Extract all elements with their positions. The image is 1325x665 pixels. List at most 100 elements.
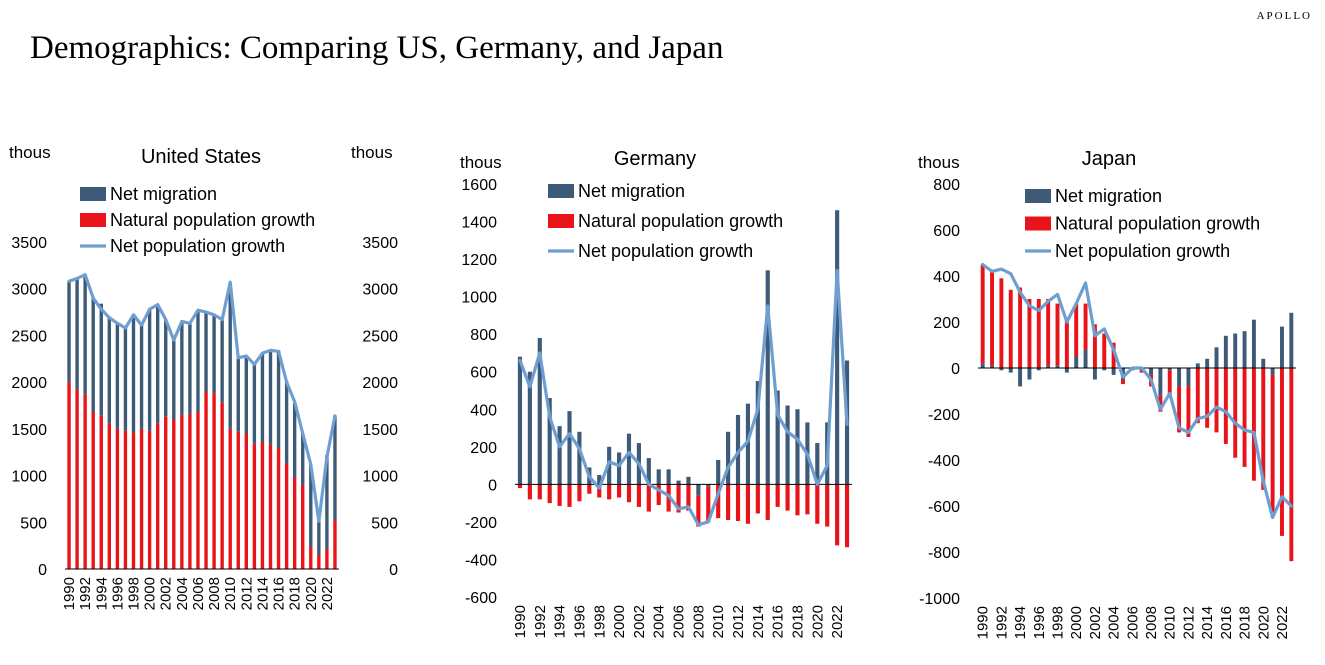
bar [1064, 317, 1069, 368]
y-tick-label: -200 [465, 515, 497, 532]
bar [333, 415, 337, 521]
bar [547, 398, 552, 485]
bar [686, 484, 691, 511]
bar [815, 484, 820, 524]
x-tick-label: 2006 [671, 605, 688, 638]
bar [1027, 299, 1032, 368]
bar [716, 484, 721, 519]
bar [1270, 374, 1275, 518]
x-tick-label: 1992 [532, 605, 549, 638]
bar [164, 319, 168, 417]
bar [212, 314, 216, 394]
bar [147, 309, 152, 431]
bar [696, 495, 701, 527]
bar [745, 484, 751, 524]
bar [1205, 368, 1210, 428]
bar [268, 350, 273, 445]
bar [517, 484, 523, 489]
y-tick-label-right: 1000 [362, 469, 398, 486]
bar [999, 278, 1004, 368]
bar [1111, 368, 1116, 375]
chart-title: Japan [1082, 148, 1137, 170]
bar [188, 413, 192, 569]
bar [735, 414, 741, 485]
bar [276, 448, 281, 569]
x-tick-label: 2002 [1087, 606, 1104, 639]
y-tick-label-right: 3500 [362, 235, 398, 252]
bar [309, 464, 313, 547]
unit-label-left: thous [9, 143, 51, 162]
bar [1027, 368, 1032, 380]
bar [755, 484, 760, 514]
y-tick-label: 2000 [11, 375, 47, 392]
bar [835, 484, 840, 546]
bar [1242, 368, 1247, 467]
bar [317, 521, 321, 555]
bar [825, 484, 830, 527]
x-tick-label: 2000 [611, 605, 628, 638]
bar [1092, 368, 1097, 380]
bar [99, 415, 103, 569]
bar [616, 484, 622, 498]
y-tick-label: 800 [933, 177, 960, 194]
y-tick-label: -400 [928, 453, 960, 470]
bar [131, 432, 136, 569]
y-tick-label: 0 [488, 477, 497, 494]
y-tick-label-right: 500 [371, 515, 398, 532]
bar [1270, 368, 1275, 375]
bar [1195, 363, 1200, 368]
bar [276, 350, 281, 449]
bar [557, 484, 562, 506]
bar [107, 316, 112, 424]
bar [139, 325, 144, 429]
legend-swatch [1025, 189, 1051, 203]
x-tick-label: 2010 [222, 577, 239, 610]
y-tick-label: 600 [933, 223, 960, 240]
y-tick-label: 400 [933, 269, 960, 286]
bar [292, 477, 297, 569]
bar [284, 463, 289, 569]
series-net-population-growth [518, 268, 849, 527]
x-tick-label: 2022 [829, 605, 846, 638]
x-tick-label: 2020 [1255, 606, 1272, 639]
bar [1280, 326, 1284, 368]
y-tick-label: 3000 [11, 282, 47, 299]
bar [1083, 349, 1088, 368]
bar [220, 319, 224, 403]
x-tick-label: 2016 [770, 605, 787, 638]
bar [115, 323, 120, 429]
bar [775, 484, 780, 507]
bar [99, 303, 103, 416]
bar [587, 484, 592, 494]
legend-label: Net migration [110, 184, 217, 204]
y-tick-label: 200 [933, 315, 960, 332]
x-tick-label: 1994 [93, 577, 110, 610]
x-tick-label: 2000 [142, 577, 159, 610]
bar [252, 364, 257, 444]
bar [1223, 368, 1228, 444]
y-tick-label: 1000 [461, 290, 497, 307]
bar [686, 476, 691, 485]
bar [268, 444, 273, 569]
bar [1251, 319, 1256, 368]
legend-label: Net migration [578, 181, 685, 201]
bar [1242, 331, 1247, 368]
chart-title: United States [141, 146, 261, 168]
bar [115, 428, 120, 569]
x-tick-label: 2014 [254, 577, 271, 610]
series-natural-growth [67, 382, 337, 569]
bar [646, 458, 651, 485]
bar [1167, 370, 1172, 398]
x-tick-label: 2004 [651, 605, 668, 638]
bar [795, 484, 800, 516]
bar [1046, 299, 1051, 366]
unit-label-left: thous [918, 153, 960, 172]
bar [260, 441, 265, 569]
bar [204, 311, 208, 392]
bar [123, 430, 128, 569]
bar [1046, 365, 1051, 368]
x-tick-label: 2014 [1199, 606, 1216, 639]
bar [1008, 368, 1013, 373]
